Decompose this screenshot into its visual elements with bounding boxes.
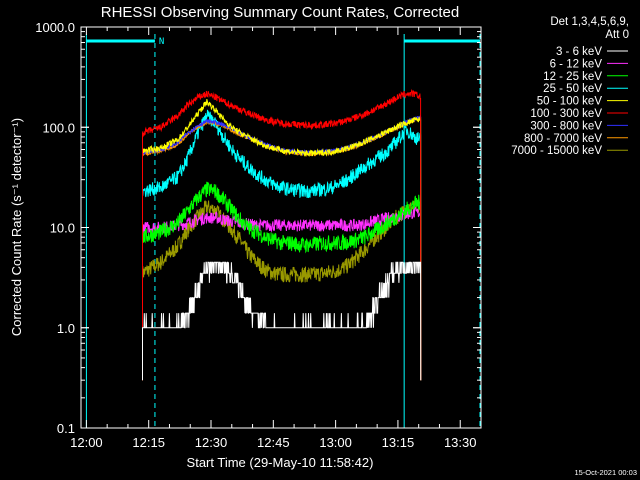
x-tick-label: 12:30 <box>195 435 228 450</box>
legend-label: 300 - 800 keV <box>530 120 602 132</box>
night-marker-label: N <box>159 37 164 47</box>
x-tick-label: 12:00 <box>70 435 103 450</box>
series-line-8 <box>142 198 422 381</box>
series-line-2 <box>142 181 422 381</box>
x-tick-label: 13:00 <box>319 435 352 450</box>
legend-label: 6 - 12 keV <box>550 58 603 70</box>
legend-label: 100 - 300 keV <box>530 108 602 120</box>
legend-header-line-2: Att 0 <box>605 29 629 41</box>
y-axis-label: Corrected Count Rate (s⁻¹ detector⁻¹) <box>9 118 24 336</box>
chart-title: RHESSI Observing Summary Count Rates, Co… <box>101 4 459 21</box>
series-line-4 <box>142 98 422 381</box>
series-line-0 <box>142 261 422 381</box>
x-axis-label: Start Time (29-May-10 11:58:42) <box>187 455 374 470</box>
legend-label: 50 - 100 keV <box>537 96 603 108</box>
legend-label: 12 - 25 keV <box>543 71 602 83</box>
series-layer <box>142 88 422 381</box>
legend-label: 25 - 50 keV <box>543 83 602 95</box>
x-axis: 12:00 12:15 12:30 12:45 13:00 13:15 13:30 <box>70 27 477 450</box>
x-tick-label: 13:30 <box>444 435 477 450</box>
y-tick-label: 0.1 <box>57 421 75 436</box>
legend-label: 3 - 6 keV <box>556 46 602 58</box>
series-line-3 <box>142 109 422 381</box>
x-tick-label: 12:45 <box>257 435 290 450</box>
y-axis: 0.1 1.0 10.0 100.0 1000.0 <box>35 20 481 436</box>
legend-header-line-1: Det 1,3,4,5,6,9, <box>550 16 629 28</box>
legend-label: 7000 - 15000 keV <box>511 145 602 157</box>
y-tick-label: 1000.0 <box>35 20 75 35</box>
x-tick-label: 12:15 <box>132 435 165 450</box>
series-line-5 <box>142 88 422 381</box>
footer-date: 15-Oct-2021 00:03 <box>574 468 637 477</box>
y-tick-label: 1.0 <box>57 321 75 336</box>
y-tick-label: 10.0 <box>50 221 75 236</box>
x-tick-label: 13:15 <box>382 435 415 450</box>
night-markers: N <box>85 34 481 428</box>
series-line-1 <box>142 206 422 381</box>
legend-label: 800 - 7000 keV <box>524 133 602 145</box>
y-tick-label: 100.0 <box>42 120 75 135</box>
